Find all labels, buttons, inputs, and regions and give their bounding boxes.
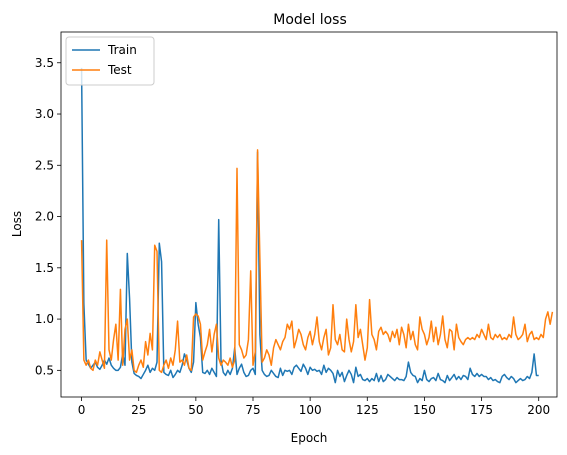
x-tick-label: 175 (470, 403, 493, 417)
y-tick-label: 3.0 (35, 107, 54, 121)
series-line-test (80, 149, 554, 374)
y-tick-label: 1.5 (35, 261, 54, 275)
y-axis-label: Loss (10, 211, 24, 237)
x-tick-label: 200 (527, 403, 550, 417)
y-tick-label: 0.5 (35, 363, 54, 377)
plot-frame (60, 31, 558, 398)
legend: Train Test (65, 36, 155, 86)
x-tick-label: 150 (413, 403, 436, 417)
legend-label-test: Test (107, 63, 132, 77)
y-axis: 0.5 1.0 1.5 2.0 2.5 3.0 3.5 (35, 56, 61, 377)
x-axis: 0 25 50 75 100 125 150 175 200 (78, 397, 550, 417)
x-tick-label: 100 (299, 403, 322, 417)
legend-label-train: Train (107, 43, 137, 57)
series-layer (80, 67, 554, 384)
x-tick-label: 75 (245, 403, 260, 417)
x-axis-label: Epoch (291, 431, 328, 445)
x-tick-label: 25 (131, 403, 146, 417)
y-tick-label: 2.5 (35, 158, 54, 172)
x-tick-label: 50 (188, 403, 203, 417)
x-tick-label: 0 (78, 403, 86, 417)
legend-box (65, 36, 155, 86)
x-tick-label: 125 (356, 403, 379, 417)
y-tick-label: 3.5 (35, 56, 54, 70)
y-tick-label: 2.0 (35, 210, 54, 224)
chart-title: Model loss (273, 12, 347, 28)
y-tick-label: 1.0 (35, 312, 54, 326)
